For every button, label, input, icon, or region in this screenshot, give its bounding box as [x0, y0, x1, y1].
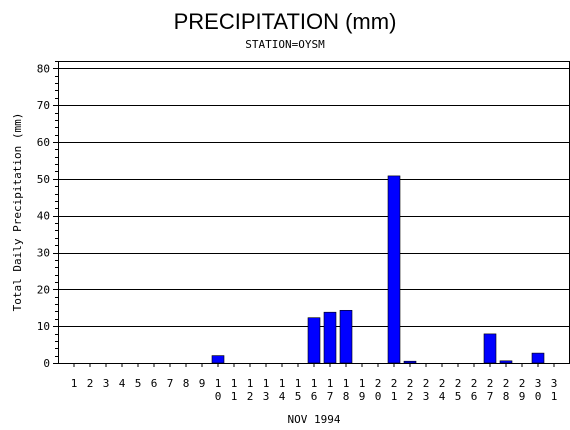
bar-day-30	[531, 352, 545, 364]
bar-day-17	[323, 311, 337, 364]
bar-layer	[211, 175, 545, 364]
bar-day-10	[211, 355, 225, 364]
y-tick-label: 30	[37, 247, 50, 260]
y-tick-label: 0	[43, 357, 50, 370]
y-tick-layer: 0 10 20 30 40 50 60 70 80	[37, 62, 50, 370]
x-tick-label-1: 1	[71, 377, 78, 390]
grid-layer	[58, 68, 570, 327]
x-tick-layer: 1 2 3 4 5 6 7 8 9 1 01 11 21 31 41 51 61 71 81 92 02 12 22 32 42…	[71, 377, 558, 403]
bar-day-18	[339, 309, 353, 364]
y-tick-label: 80	[37, 62, 50, 75]
y-axis-label: Total Daily Precipitation (mm)	[11, 113, 24, 312]
chart-title: PRECIPITATION (mm)	[174, 9, 397, 34]
bar-day-28	[499, 360, 513, 364]
x-tick-label-8: 8	[183, 377, 190, 390]
y-tick-label: 60	[37, 136, 50, 149]
x-tick-label-9: 9	[199, 377, 206, 390]
x-axis-label: NOV 1994	[288, 413, 341, 426]
y-tick-label: 50	[37, 173, 50, 186]
x-tick-label-2: 2	[87, 377, 94, 390]
bar-day-21	[387, 175, 401, 364]
x-tick-label-5: 5	[135, 377, 142, 390]
x-tick-label-4: 4	[119, 377, 126, 390]
y-tick-label: 10	[37, 320, 50, 333]
y-tick-label: 70	[37, 99, 50, 112]
y-tick-label: 40	[37, 210, 50, 223]
bar-day-16	[307, 317, 321, 364]
bar-day-27	[483, 333, 497, 364]
y-tick-label: 20	[37, 283, 50, 296]
bar-day-22	[403, 360, 417, 364]
x-tick-label-6: 6	[151, 377, 158, 390]
x-tick-label-3: 3	[103, 377, 110, 390]
x-tick-label-7: 7	[167, 377, 174, 390]
chart-subtitle: STATION=OYSM	[245, 38, 325, 51]
